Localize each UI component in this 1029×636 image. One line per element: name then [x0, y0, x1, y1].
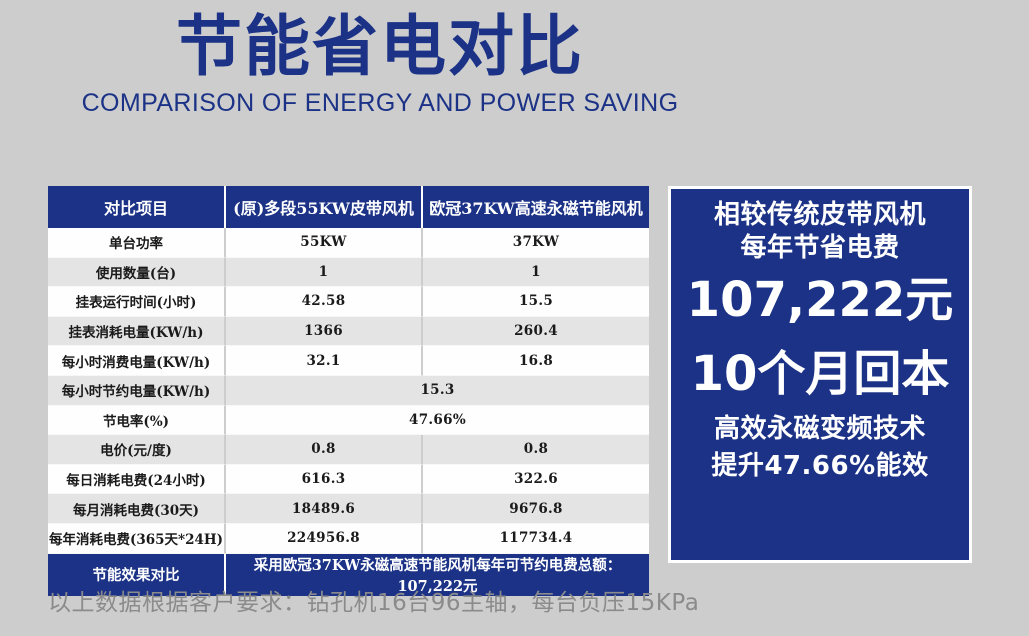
row-value-merged: 47.66% — [226, 405, 649, 436]
summary-text: 采用欧冠37KW永磁高速节能风机每年可节约电费总额：107,222元 — [226, 553, 649, 596]
row-value-old: 0.8 — [226, 435, 423, 465]
row-value-old: 1 — [226, 257, 423, 288]
table-row: 挂表运行时间(小时) 42.58 15.5 — [48, 287, 649, 317]
table-row: 单台功率 55KW 37KW — [48, 228, 649, 258]
row-label: 每年消耗电费(365天*24H) — [48, 523, 226, 554]
row-label: 挂表消耗电量(KW/h) — [48, 316, 226, 347]
panel-line-annual-saving: 每年节省电费 — [740, 233, 900, 263]
row-value-new: 260.4 — [423, 316, 649, 347]
row-label: 使用数量(台) — [48, 257, 226, 288]
table-row-saving-per-hour: 每小时节约电量(KW/h) 15.3 — [48, 375, 649, 406]
row-value-new: 16.8 — [423, 346, 649, 376]
panel-line-compare: 相较传统皮带风机 — [713, 200, 926, 230]
row-label: 挂表运行时间(小时) — [48, 287, 226, 317]
panel-payback-period: 10个月回本 — [690, 346, 950, 402]
table-row: 挂表消耗电量(KW/h) 1366 260.4 — [48, 316, 649, 347]
column-header-new: 欧冠37KW高速永磁节能风机 — [423, 186, 649, 228]
panel-efficiency-gain: 提升47.66%能效 — [711, 451, 929, 481]
table-row-summary: 节能效果对比 采用欧冠37KW永磁高速节能风机每年可节约电费总额：107,222… — [48, 553, 649, 596]
row-value-old: 32.1 — [226, 346, 423, 376]
summary-label: 节能效果对比 — [48, 553, 226, 596]
table-row: 每月消耗电费(30天) 18489.6 9676.8 — [48, 494, 649, 524]
row-value-old: 616.3 — [226, 464, 423, 495]
row-label: 每月消耗电费(30天) — [48, 494, 226, 524]
comparison-table-wrap: 对比项目 (原)多段55KW皮带风机 欧冠37KW高速永磁节能风机 单台功率 5… — [48, 186, 649, 596]
row-label: 每小时节约电量(KW/h) — [48, 375, 226, 406]
row-value-new: 37KW — [423, 228, 649, 258]
row-value-old: 55KW — [226, 228, 423, 258]
page-subtitle: COMPARISON OF ENERGY AND POWER SAVING — [81, 89, 679, 117]
table-header-row: 对比项目 (原)多段55KW皮带风机 欧冠37KW高速永磁节能风机 — [48, 186, 649, 228]
column-header-old: (原)多段55KW皮带风机 — [226, 186, 423, 228]
comparison-table: 对比项目 (原)多段55KW皮带风机 欧冠37KW高速永磁节能风机 单台功率 5… — [48, 186, 649, 596]
table-header: 对比项目 (原)多段55KW皮带风机 欧冠37KW高速永磁节能风机 — [48, 186, 649, 228]
row-value-new: 0.8 — [423, 435, 649, 465]
savings-highlight-panel: 相较传统皮带风机 每年节省电费 107,222元 10个月回本 高效永磁变频技术… — [668, 186, 972, 563]
row-value-new: 9676.8 — [423, 494, 649, 524]
column-header-item: 对比项目 — [48, 186, 226, 228]
row-value-new: 117734.4 — [423, 523, 649, 554]
table-row-saving-rate: 节电率(%) 47.66% — [48, 405, 649, 436]
table-row: 每年消耗电费(365天*24H) 224956.8 117734.4 — [48, 523, 649, 554]
table-row: 使用数量(台) 1 1 — [48, 257, 649, 288]
row-value-new: 322.6 — [423, 464, 649, 495]
row-label: 每日消耗电费(24小时) — [48, 464, 226, 495]
row-label: 单台功率 — [48, 228, 226, 258]
panel-amount-saved: 107,222元 — [686, 272, 954, 328]
footer-note: 以上数据根据客户要求：钻孔机16台96主轴，每台负压15KPa — [48, 590, 700, 616]
row-label: 每小时消费电量(KW/h) — [48, 346, 226, 376]
row-label: 节电率(%) — [48, 405, 226, 436]
row-value-new: 1 — [423, 257, 649, 288]
row-label: 电价(元/度) — [48, 435, 226, 465]
table-row: 每小时消费电量(KW/h) 32.1 16.8 — [48, 346, 649, 376]
table-row: 每日消耗电费(24小时) 616.3 322.6 — [48, 464, 649, 495]
row-value-new: 15.5 — [423, 287, 649, 317]
panel-tech-label: 高效永磁变频技术 — [713, 414, 926, 444]
title-block: 节能省电对比 COMPARISON OF ENERGY AND POWER SA… — [0, 8, 760, 118]
row-value-old: 224956.8 — [226, 523, 423, 554]
row-value-old: 42.58 — [226, 287, 423, 317]
row-value-merged: 15.3 — [226, 375, 649, 406]
page-title: 节能省电对比 — [176, 8, 584, 85]
row-value-old: 1366 — [226, 316, 423, 347]
row-value-old: 18489.6 — [226, 494, 423, 524]
table-body: 单台功率 55KW 37KW 使用数量(台) 1 1 挂表运行时间(小时) 42… — [48, 228, 649, 596]
table-row: 电价(元/度) 0.8 0.8 — [48, 435, 649, 465]
